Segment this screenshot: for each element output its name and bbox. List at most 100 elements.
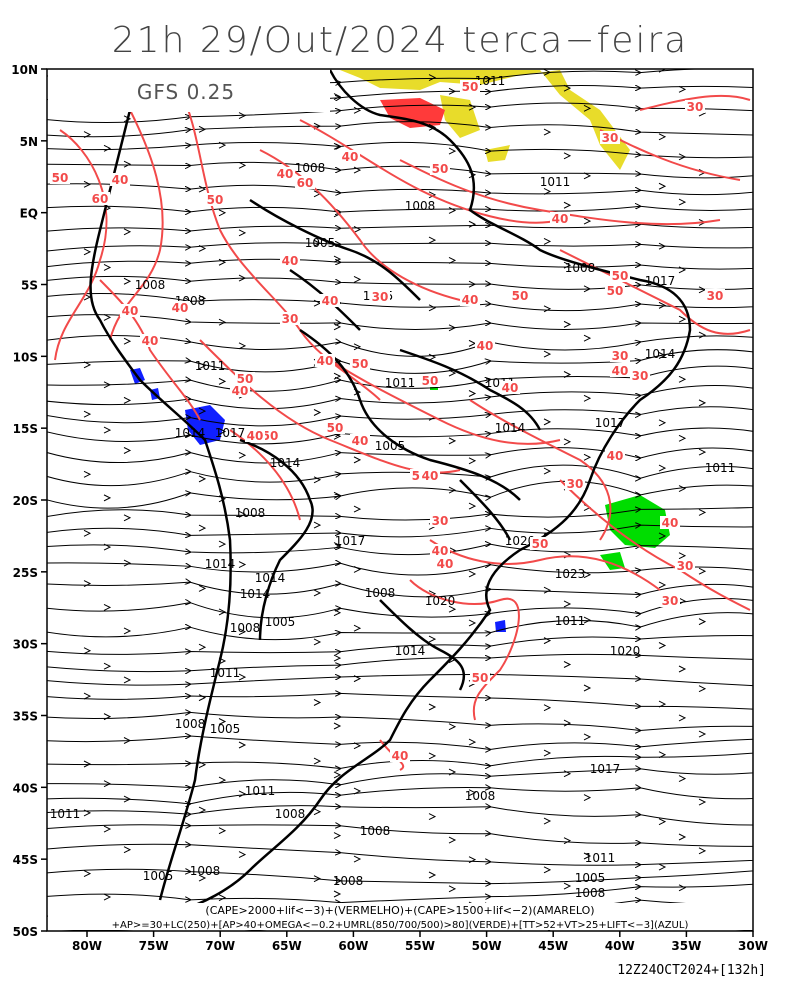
contour-label: 40 — [317, 354, 334, 368]
streamline — [47, 183, 753, 195]
streamline-arrow — [658, 581, 667, 589]
streamline-arrow — [353, 166, 362, 174]
contour-label-bg — [460, 80, 480, 93]
streamline-arrow — [123, 337, 132, 345]
contour-label-bg — [500, 381, 520, 394]
streamline-arrow — [428, 871, 437, 879]
contour-label: 40 — [142, 334, 159, 348]
contour-label-bg — [325, 421, 345, 434]
streamline-arrow — [678, 266, 687, 274]
streamline-arrow — [658, 182, 667, 190]
streamline-arrow — [83, 529, 92, 537]
streamline — [47, 825, 753, 847]
streamline-arrow — [238, 112, 247, 120]
streamline-arrow — [658, 301, 667, 309]
streamline-arrow — [543, 418, 552, 426]
pressure-label: 1014 — [495, 421, 526, 435]
streamline-arrow — [83, 928, 90, 931]
streamline — [47, 787, 753, 803]
pressure-label: 1005 — [305, 236, 336, 250]
streamline-arrow — [678, 198, 687, 206]
streamline-arrow — [333, 372, 342, 380]
pressure-label: 1017 — [215, 426, 246, 440]
streamline-arrow — [123, 396, 132, 404]
streamline-arrow — [563, 438, 572, 446]
streamline-arrow — [543, 817, 552, 825]
contour-label-bg — [205, 193, 225, 206]
contour-label-bg — [460, 293, 480, 306]
contour-label-bg — [430, 544, 450, 557]
pressure-label: 1008 — [465, 789, 496, 803]
pressure-label: 1011 — [555, 614, 586, 628]
streamline-arrow — [353, 565, 362, 573]
contour-label-bg — [430, 514, 450, 527]
run-stamp: 12Z24OCT2024+[132h] — [617, 963, 766, 978]
lat-label: 50S — [13, 925, 38, 939]
lat-label: 10S — [13, 350, 38, 364]
streamline-arrow — [353, 505, 362, 513]
streamline-arrow — [678, 884, 687, 892]
streamline-arrow — [698, 847, 707, 855]
streamline-arrow — [583, 616, 592, 624]
streamline-arrow — [333, 771, 342, 779]
contour-label: 50 — [262, 429, 279, 443]
streamline — [47, 141, 753, 157]
lon-label: 75W — [139, 939, 169, 953]
streamline-arrow — [563, 882, 572, 890]
lon-label: 35W — [671, 939, 701, 953]
streamline-arrow — [543, 188, 552, 195]
streamline-arrow — [698, 508, 707, 516]
contour-label-bg — [660, 516, 680, 529]
contour-label-bg — [350, 357, 370, 370]
contour-label: 50 — [472, 671, 489, 685]
streamline-arrow — [543, 704, 552, 712]
contour-label-bg — [230, 384, 250, 397]
legend-line-1: (CAPE>2000+lif<−3)+(VERMELHO)+(CAPE>1500… — [205, 904, 594, 917]
pressure-label: 1005 — [375, 439, 406, 453]
contour-label-bg — [510, 289, 530, 302]
streamline-arrow — [353, 787, 362, 795]
streamline-arrow — [448, 87, 457, 95]
pressure-label: 1011 — [540, 175, 571, 189]
contour-label: 40 — [392, 749, 409, 763]
pressure-label: 1023 — [555, 567, 586, 581]
streamline-arrow — [543, 586, 552, 594]
contour-label-bg — [660, 594, 680, 607]
streamline-arrow — [678, 714, 687, 722]
streamline-arrow — [198, 584, 207, 592]
streamline-arrow — [83, 580, 92, 588]
streamline-arrow — [658, 532, 667, 540]
coastlines — [89, 69, 692, 912]
streamline-arrow — [468, 220, 477, 228]
streamline-arrow — [448, 836, 457, 844]
streamline-arrow — [543, 749, 552, 757]
contour-label-bg — [50, 171, 70, 184]
contour-label: 30 — [662, 594, 679, 608]
streamline-arrow — [658, 464, 667, 472]
streamline-arrow — [123, 228, 132, 236]
streamline-arrow — [353, 456, 362, 464]
streamline-arrow — [583, 684, 592, 692]
contour-label: 50 — [462, 80, 479, 94]
contour-label-bg — [280, 254, 300, 267]
contour-label: 40 — [342, 150, 359, 164]
contour-label: 40 — [112, 173, 129, 187]
contour-label-bg — [470, 671, 490, 684]
streamline-arrow — [583, 453, 592, 461]
contour-label: 50 — [532, 537, 549, 551]
streamline-arrow — [448, 885, 457, 893]
streamline-arrow — [658, 419, 667, 427]
streamline — [47, 243, 753, 252]
streamline-arrow — [198, 362, 207, 370]
contour-label: 30 — [687, 100, 704, 114]
contour-label: 50 — [612, 269, 629, 283]
pressure-label: 1008 — [235, 506, 266, 520]
streamline — [47, 736, 753, 750]
lat-label: 45S — [13, 853, 38, 867]
contour-label: 40 — [277, 167, 294, 181]
contour-label-bg — [630, 369, 650, 382]
streamline-arrow — [428, 236, 437, 244]
lat-label: 5S — [21, 279, 38, 293]
contour-label-bg — [340, 150, 360, 163]
pressure-label: 1011 — [50, 807, 81, 821]
